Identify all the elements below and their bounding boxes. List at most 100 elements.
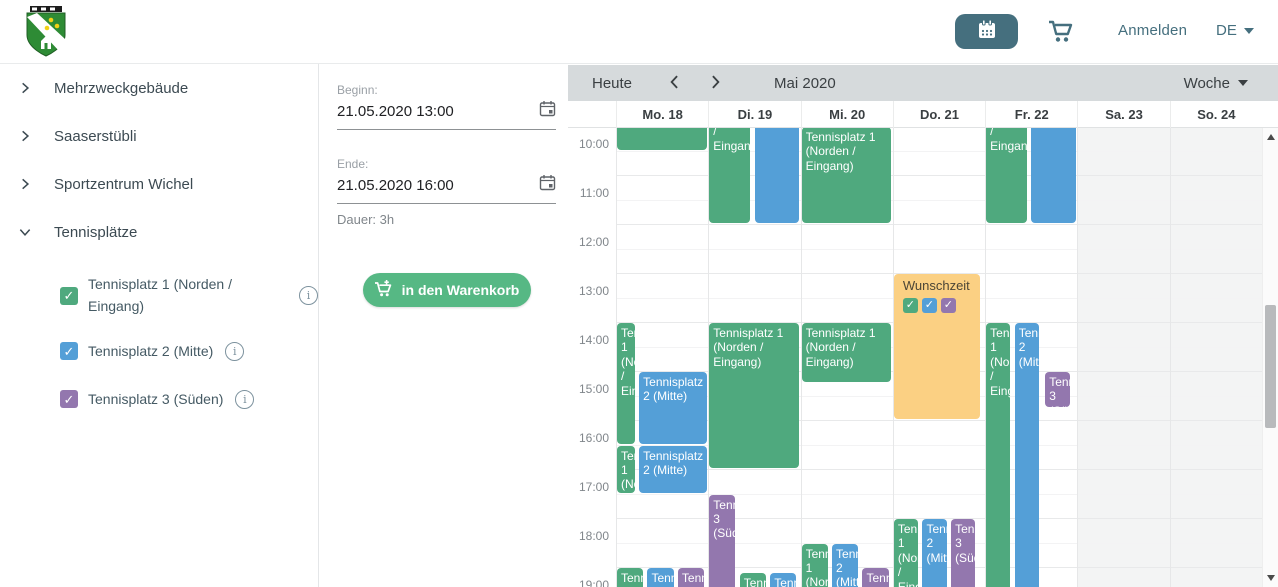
booking-event-22[interactable]: Tennisplatz 3 (Süden) — [951, 519, 976, 587]
court-checkbox-1[interactable]: ✓ — [60, 286, 78, 305]
booking-event-26[interactable]: Tennisplatz 2 (Mitte) — [1014, 323, 1039, 587]
event-label: Tennisplatz 2 (Mitte) — [643, 375, 704, 404]
booking-event-20[interactable]: Tennisplatz 1 (Norden / Eingang) — [893, 519, 919, 587]
booking-event-10[interactable]: Tennisplatz 1 (Norden / Eingang) — [709, 323, 800, 468]
booking-event-25[interactable]: Tennisplatz 1 (Norden / Eingang) — [986, 323, 1011, 587]
ende-input[interactable]: 21.05.2020 16:00 — [337, 171, 556, 204]
booking-event-4[interactable]: Tennisplatz 2 (Mitte) — [639, 445, 707, 493]
booking-event-11[interactable]: Tennisplatz 3 (Süden) — [709, 494, 736, 587]
booking-event-5[interactable]: Tennisplatz 1 (Norden / Eingang) — [617, 568, 644, 587]
facility-category-list: Mehrzweckgebäude Saaserstübli Sportzentrum… — [0, 64, 318, 256]
next-week-button[interactable] — [704, 72, 726, 94]
wunschzeit-checkbox-1[interactable]: ✓ — [902, 297, 918, 313]
court-row-2: ✓ Tennisplatz 2 (Mitte) i — [0, 327, 318, 375]
day-header-Di19: Di. 19 — [708, 101, 800, 128]
day-header-So24: So. 24 — [1169, 101, 1262, 128]
booking-event-24[interactable]: Tennisplatz 2 (Mitte) — [1031, 128, 1076, 223]
wunschzeit-court-checks: ✓ ✓ ✓ — [902, 297, 980, 313]
event-label: Tennisplatz 2 (Mitte) — [1018, 326, 1039, 369]
ende-label: Ende: — [337, 157, 369, 171]
booking-event-3[interactable]: Tennisplatz 1 (Norden / Eingang) — [617, 445, 635, 493]
time-label-16:00: 16:00 — [578, 431, 609, 445]
wunschzeit-event[interactable]: Wunschzeit ✓ ✓ ✓ — [893, 274, 980, 419]
wunschzeit-label: Wunschzeit — [902, 278, 970, 293]
sidebar-category-0[interactable]: Mehrzweckgebäude — [0, 64, 318, 112]
booking-form: Beginn: 21.05.2020 13:00 Ende: 21.05.202… — [318, 64, 568, 587]
booking-event-14[interactable]: Tennisplatz 1 (Norden / Eingang) — [801, 128, 892, 223]
booking-event-16[interactable]: Tennisplatz 1 (Norden / Eingang) — [801, 543, 828, 587]
info-icon[interactable]: i — [299, 286, 318, 306]
beginn-input[interactable]: 21.05.2020 13:00 — [337, 97, 556, 130]
event-label: Tennisplatz 2 (Mitte) — [836, 546, 859, 587]
category-label: Mehrzweckgebäude — [54, 79, 189, 97]
municipality-logo — [24, 5, 68, 64]
cart-button[interactable] — [1046, 18, 1074, 46]
calendar-title: Mai 2020 — [774, 74, 836, 92]
cart-icon — [1047, 20, 1074, 48]
column-gridline — [892, 128, 894, 587]
datepicker-icon[interactable] — [539, 100, 556, 122]
event-label: Tennisplatz 3 (Süden) — [713, 497, 736, 541]
scroll-up-icon[interactable] — [1267, 134, 1275, 140]
booking-event-17[interactable]: Tennisplatz 2 (Mitte) — [832, 543, 859, 587]
court-row-3: ✓ Tennisplatz 3 (Süden) i — [0, 375, 318, 423]
sidebar-category-2[interactable]: Sportzentrum Wichel — [0, 160, 318, 208]
sidebar-category-3[interactable]: Tennisplätze — [0, 208, 318, 256]
booking-event-27[interactable]: Tennisplatz 3 (Süden) — [1045, 372, 1071, 407]
time-label-15:00: 15:00 — [578, 382, 609, 396]
category-label: Saaserstübli — [54, 127, 137, 145]
prev-week-button[interactable] — [664, 72, 686, 94]
wunschzeit-checkbox-3[interactable]: ✓ — [940, 297, 956, 313]
booking-event-6[interactable]: Tennisplatz 2 (Mitte) — [647, 568, 674, 587]
court-checkbox-3[interactable]: ✓ — [60, 390, 78, 409]
chevron-left-icon — [665, 75, 685, 95]
datepicker-icon[interactable] — [539, 174, 556, 196]
court-checkbox-2[interactable]: ✓ — [60, 342, 78, 361]
booking-event-15[interactable]: Tennisplatz 1 (Norden / Eingang) — [801, 323, 892, 383]
view-selector[interactable]: Woche — [1184, 75, 1248, 92]
booking-event-13[interactable]: Tennisplatz 2 (Mitte) — [770, 572, 797, 587]
wunschzeit-checkbox-2[interactable]: ✓ — [921, 297, 937, 313]
login-button[interactable]: Anmelden — [1118, 22, 1188, 39]
scrollbar-thumb[interactable] — [1265, 305, 1276, 428]
sidebar-category-1[interactable]: Saaserstübli — [0, 112, 318, 160]
today-button[interactable]: Heute — [592, 74, 633, 92]
booking-event-21[interactable]: Tennisplatz 2 (Mitte) — [922, 519, 947, 587]
event-label: Tennisplatz 1 (Norden / Eingang) — [713, 326, 784, 369]
booking-event-1[interactable]: Tennisplatz 1 (Norden / Eingang) — [617, 323, 635, 444]
column-gridline — [1169, 128, 1171, 587]
info-icon[interactable]: i — [225, 341, 245, 361]
booking-event-8[interactable]: Tennisplatz 1 (Norden / Eingang) — [709, 128, 751, 223]
cart-plus-icon — [374, 279, 393, 301]
time-label-14:00: 14:00 — [578, 333, 609, 347]
event-label: Tennisplatz 1 (Norden / Eingang) — [621, 448, 635, 493]
booking-event-18[interactable]: Tennisplatz 3 (Süden) — [862, 568, 889, 587]
vertical-scrollbar[interactable] — [1262, 128, 1278, 587]
event-label: Tennisplatz 1 (Norden / Eingang) — [713, 128, 751, 153]
booking-event-7[interactable]: Tennisplatz 3 (Süden) — [677, 568, 704, 587]
event-label: Tennisplatz 1 (Norden / Eingang) — [805, 130, 876, 173]
scroll-down-icon[interactable] — [1267, 575, 1275, 581]
event-label: Tennisplatz 1 (Norden / Eingang) — [805, 546, 828, 587]
booking-event-2[interactable]: Tennisplatz 2 (Mitte) — [639, 372, 707, 444]
chevron-right-icon — [18, 81, 32, 95]
time-label-19:00: 19:00 — [578, 578, 609, 587]
chevron-right-icon — [705, 75, 725, 95]
booking-event-9[interactable]: Tennisplatz 2 (Mitte) — [754, 128, 800, 223]
court-label: Tennisplatz 2 (Mitte) — [88, 342, 214, 359]
view-label: Woche — [1183, 74, 1230, 92]
ende-value: 21.05.2020 16:00 — [337, 176, 454, 194]
booking-event-0[interactable]: Tennisplatz 1 (Norden / Eingang) — [617, 128, 707, 150]
language-selector[interactable]: DE — [1216, 22, 1254, 39]
category-label: Sportzentrum Wichel — [54, 175, 194, 193]
info-icon[interactable]: i — [235, 389, 255, 409]
time-label-10:00: 10:00 — [578, 137, 609, 151]
chevron-down-icon — [1243, 27, 1254, 34]
booking-event-23[interactable]: Tennisplatz 1 (Norden / Eingang) — [986, 128, 1027, 223]
dauer-text: Dauer: 3h — [337, 212, 395, 227]
calendar-view-button[interactable] — [955, 14, 1018, 49]
booking-event-12[interactable]: Tennisplatz 1 (Norden / Eingang) — [739, 572, 766, 587]
add-to-cart-button[interactable]: in den Warenkorb — [362, 273, 531, 307]
event-label: Tennisplatz 2 (Mitte) — [926, 522, 947, 565]
